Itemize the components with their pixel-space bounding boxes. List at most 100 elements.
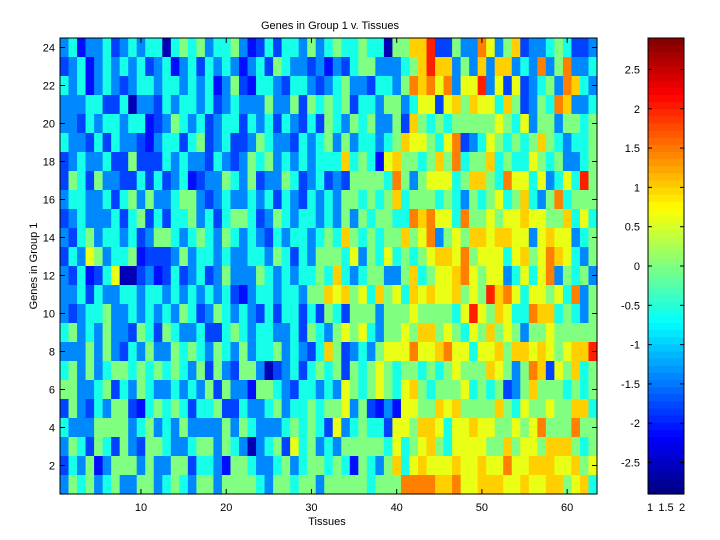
heatmap-cell	[102, 456, 112, 476]
heatmap-cell	[153, 190, 163, 210]
heatmap-cell	[545, 304, 555, 324]
heatmap-cell	[60, 323, 70, 343]
heatmap-cell	[136, 247, 146, 267]
heatmap-cell	[77, 228, 87, 248]
heatmap-cell	[187, 380, 197, 400]
heatmap-cell	[119, 475, 129, 495]
heatmap-cell	[332, 190, 342, 210]
heatmap-cell	[486, 380, 496, 400]
heatmap-cell	[307, 418, 317, 438]
heatmap-cell	[170, 361, 180, 381]
heatmap-cell	[94, 399, 104, 419]
heatmap-cell	[511, 247, 521, 267]
heatmap-cell	[366, 475, 376, 495]
heatmap-cell	[179, 380, 189, 400]
heatmap-cell	[324, 399, 334, 419]
heatmap-cell	[102, 361, 112, 381]
heatmap-cell	[435, 266, 445, 286]
colorbar-tick-label: 0.5	[625, 222, 640, 234]
heatmap-cell	[366, 418, 376, 438]
heatmap-cell	[571, 456, 581, 476]
heatmap-cell	[435, 475, 445, 495]
heatmap-cell	[460, 209, 470, 229]
heatmap-cell	[153, 209, 163, 229]
heatmap-cell	[77, 399, 87, 419]
heatmap-cell	[443, 133, 453, 153]
heatmap-cell	[221, 266, 232, 286]
heatmap-cell	[554, 228, 564, 248]
heatmap-cell	[196, 38, 206, 58]
heatmap-cell	[494, 437, 504, 457]
heatmap-cell	[60, 475, 70, 495]
heatmap-cell	[562, 209, 573, 229]
heatmap-cell	[579, 171, 590, 191]
heatmap-cell	[213, 76, 223, 96]
heatmap-cell	[588, 57, 598, 77]
heatmap-cell	[520, 38, 530, 58]
heatmap-cell	[469, 418, 479, 438]
heatmap-cell	[469, 133, 479, 153]
heatmap-cell	[383, 57, 394, 77]
heatmap-cell	[119, 152, 129, 172]
heatmap-cell	[358, 418, 368, 438]
heatmap-cell	[477, 266, 487, 286]
heatmap-cell	[179, 114, 189, 134]
heatmap-cell	[247, 475, 257, 495]
heatmap-cell	[136, 133, 146, 153]
heatmap-cell	[486, 323, 496, 343]
heatmap-cell	[85, 152, 95, 172]
heatmap-cell	[383, 456, 394, 476]
heatmap-cell	[375, 228, 385, 248]
heatmap-cell	[332, 475, 342, 495]
heatmap-cell	[332, 304, 342, 324]
heatmap-cell	[528, 247, 538, 267]
heatmap-cell	[383, 228, 394, 248]
heatmap-cell	[477, 133, 487, 153]
heatmap-cell	[60, 133, 70, 153]
heatmap-cell	[213, 133, 223, 153]
heatmap-cell	[179, 266, 189, 286]
heatmap-cell	[571, 209, 581, 229]
heatmap-cell	[349, 76, 359, 96]
heatmap-cell	[554, 266, 564, 286]
heatmap-cell	[256, 266, 266, 286]
heatmap-cell	[366, 437, 376, 457]
x-tick-label: 10	[135, 502, 147, 514]
heatmap-cell	[239, 380, 249, 400]
heatmap-cell	[290, 152, 300, 172]
heatmap-cell	[452, 323, 462, 343]
heatmap-cell	[187, 171, 197, 191]
heatmap-cell	[418, 285, 428, 305]
heatmap-cell	[119, 190, 129, 210]
heatmap-cell	[273, 171, 283, 191]
heatmap-cell	[511, 323, 521, 343]
heatmap-cell	[383, 437, 394, 457]
heatmap-cell	[349, 228, 359, 248]
heatmap-cell	[153, 57, 163, 77]
heatmap-cell	[435, 323, 445, 343]
heatmap-cell	[418, 190, 428, 210]
heatmap-cell	[290, 361, 300, 381]
heatmap-cell	[239, 285, 249, 305]
heatmap-cell	[85, 399, 95, 419]
heatmap-cell	[256, 171, 266, 191]
heatmap-cell	[77, 475, 87, 495]
heatmap-cell	[400, 247, 411, 267]
heatmap-cell	[324, 95, 334, 115]
colorbar-swatch	[648, 451, 684, 459]
heatmap-cell	[358, 95, 368, 115]
heatmap-cell	[435, 228, 445, 248]
heatmap-cell	[511, 228, 521, 248]
colorbar-swatch	[648, 394, 684, 402]
heatmap-cell	[239, 247, 249, 267]
heatmap-cell	[315, 285, 325, 305]
heatmap-cell	[196, 76, 206, 96]
heatmap-cell	[486, 190, 496, 210]
heatmap-cell	[418, 152, 428, 172]
heatmap-cell	[520, 171, 530, 191]
heatmap-cell	[145, 247, 155, 267]
heatmap-cell	[213, 418, 223, 438]
heatmap-cell	[571, 342, 581, 362]
heatmap-cell	[366, 76, 376, 96]
heatmap-cell	[588, 133, 598, 153]
